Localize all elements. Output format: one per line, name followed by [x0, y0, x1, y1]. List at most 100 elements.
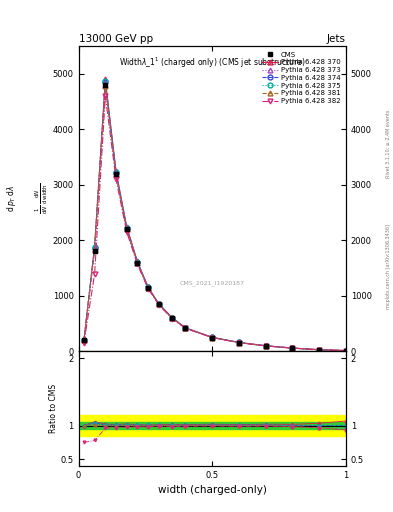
Pythia 6.428 375: [103, 78, 108, 84]
Pythia 6.428 375: [114, 169, 118, 175]
Pythia 6.428 381: [263, 343, 268, 349]
Pythia 6.428 375: [156, 301, 161, 307]
Pythia 6.428 381: [146, 285, 151, 291]
Pythia 6.428 382: [114, 176, 118, 182]
Pythia 6.428 374: [103, 79, 108, 85]
Text: Width$\lambda\_1^1$ (charged only) (CMS jet substructure): Width$\lambda\_1^1$ (charged only) (CMS …: [119, 55, 306, 70]
Pythia 6.428 370: [92, 243, 97, 249]
Pythia 6.428 382: [92, 271, 97, 277]
Pythia 6.428 374: [290, 345, 295, 351]
Pythia 6.428 381: [156, 301, 161, 307]
Pythia 6.428 381: [237, 339, 241, 346]
Pythia 6.428 381: [210, 334, 215, 340]
Pythia 6.428 374: [124, 225, 129, 231]
Pythia 6.428 370: [343, 348, 348, 354]
Pythia 6.428 382: [317, 347, 321, 353]
Pythia 6.428 374: [146, 284, 151, 290]
Pythia 6.428 370: [114, 168, 118, 174]
Pythia 6.428 375: [263, 343, 268, 349]
Text: Rivet 3.1.10; ≥ 2.4M events: Rivet 3.1.10; ≥ 2.4M events: [386, 109, 391, 178]
Pythia 6.428 382: [135, 261, 140, 267]
Pythia 6.428 375: [135, 259, 140, 265]
Text: Jets: Jets: [327, 33, 346, 44]
Line: Pythia 6.428 373: Pythia 6.428 373: [81, 82, 348, 353]
Pythia 6.428 370: [82, 337, 86, 344]
Y-axis label: $\mathrm{d}^2N$
$\mathrm{d}\,p_T\;\mathrm{d}\lambda$

$\frac{1}{\mathrm{d}N}\;\f: $\mathrm{d}^2N$ $\mathrm{d}\,p_T\;\mathr…: [0, 183, 50, 215]
X-axis label: width (charged-only): width (charged-only): [158, 485, 267, 495]
Line: Pythia 6.428 381: Pythia 6.428 381: [81, 83, 348, 353]
CMS: [263, 343, 268, 349]
Text: mcplots.cern.ch [arXiv:1306.3436]: mcplots.cern.ch [arXiv:1306.3436]: [386, 224, 391, 309]
CMS: [170, 315, 174, 321]
Pythia 6.428 382: [237, 339, 241, 346]
Pythia 6.428 375: [170, 315, 174, 321]
Pythia 6.428 382: [103, 93, 108, 99]
Line: Pythia 6.428 382: Pythia 6.428 382: [81, 94, 348, 353]
Pythia 6.428 370: [290, 345, 295, 351]
Pythia 6.428 374: [343, 348, 348, 354]
Pythia 6.428 382: [290, 345, 295, 351]
CMS: [343, 348, 348, 354]
Pythia 6.428 374: [114, 169, 118, 176]
Pythia 6.428 382: [263, 343, 268, 349]
Pythia 6.428 382: [124, 229, 129, 235]
CMS: [135, 260, 140, 266]
Pythia 6.428 374: [156, 301, 161, 307]
Pythia 6.428 381: [82, 337, 86, 344]
Pythia 6.428 370: [124, 223, 129, 229]
Pythia 6.428 375: [146, 284, 151, 290]
CMS: [156, 301, 161, 307]
Text: CMS_2021_I1920187: CMS_2021_I1920187: [180, 280, 245, 286]
Pythia 6.428 375: [237, 339, 241, 346]
Pythia 6.428 382: [156, 302, 161, 308]
CMS: [124, 226, 129, 232]
CMS: [92, 248, 97, 254]
Pythia 6.428 373: [146, 285, 151, 291]
Pythia 6.428 375: [290, 345, 295, 351]
Pythia 6.428 370: [170, 314, 174, 321]
Pythia 6.428 373: [290, 345, 295, 351]
Pythia 6.428 373: [170, 315, 174, 321]
Pythia 6.428 381: [170, 315, 174, 322]
Pythia 6.428 374: [263, 343, 268, 349]
Pythia 6.428 374: [210, 334, 215, 340]
Pythia 6.428 375: [317, 347, 321, 353]
Pythia 6.428 375: [343, 348, 348, 354]
Pythia 6.428 382: [343, 348, 348, 354]
Pythia 6.428 373: [135, 260, 140, 266]
Pythia 6.428 382: [183, 325, 188, 331]
CMS: [210, 334, 215, 340]
Pythia 6.428 373: [183, 325, 188, 331]
Pythia 6.428 374: [317, 347, 321, 353]
Pythia 6.428 375: [92, 244, 97, 250]
Pythia 6.428 370: [210, 334, 215, 340]
Pythia 6.428 382: [146, 286, 151, 292]
Pythia 6.428 370: [135, 259, 140, 265]
Pythia 6.428 373: [263, 343, 268, 349]
CMS: [146, 285, 151, 291]
Pythia 6.428 375: [82, 337, 86, 344]
Pythia 6.428 382: [210, 334, 215, 340]
CMS: [317, 347, 321, 353]
Pythia 6.428 370: [156, 301, 161, 307]
Pythia 6.428 374: [135, 259, 140, 265]
Pythia 6.428 375: [124, 225, 129, 231]
Pythia 6.428 374: [237, 339, 241, 346]
Line: Pythia 6.428 370: Pythia 6.428 370: [81, 77, 348, 353]
CMS: [114, 170, 118, 177]
Pythia 6.428 381: [92, 247, 97, 253]
Pythia 6.428 374: [183, 325, 188, 331]
Pythia 6.428 381: [114, 172, 118, 178]
CMS: [237, 339, 241, 346]
Pythia 6.428 373: [103, 82, 108, 88]
Pythia 6.428 370: [103, 76, 108, 82]
Pythia 6.428 373: [343, 348, 348, 354]
Pythia 6.428 374: [170, 315, 174, 321]
Pythia 6.428 381: [343, 348, 348, 354]
Pythia 6.428 373: [124, 226, 129, 232]
Line: Pythia 6.428 374: Pythia 6.428 374: [81, 80, 348, 353]
Pythia 6.428 370: [146, 284, 151, 290]
CMS: [183, 325, 188, 331]
Pythia 6.428 381: [135, 260, 140, 266]
Pythia 6.428 370: [183, 325, 188, 331]
